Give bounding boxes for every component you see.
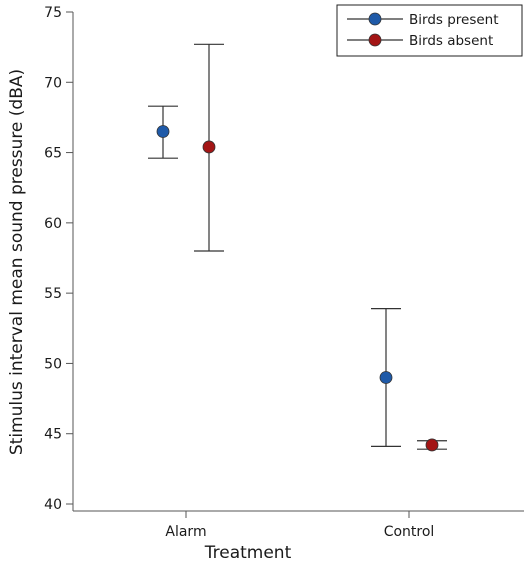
x-tick-label: Alarm [165, 524, 206, 540]
y-tick-label: 40 [44, 497, 62, 513]
legend-box [336, 4, 523, 57]
legend: Birds present Birds absent [336, 4, 523, 57]
legend-marker [368, 33, 382, 47]
y-tick-label: 45 [44, 427, 62, 443]
data-point [156, 125, 170, 138]
data-point [425, 438, 439, 452]
y-tick-label: 70 [44, 75, 62, 91]
legend-label: Birds absent [409, 33, 493, 49]
y-tick-label: 60 [44, 216, 62, 232]
y-axis-title: Stimulus interval mean sound pressure (d… [7, 69, 27, 455]
legend-label: Birds present [409, 12, 499, 28]
legend-marker [368, 12, 382, 26]
data-marks [148, 43, 447, 452]
data-point [379, 371, 393, 384]
y-axis-ticks: 40 45 50 55 60 65 70 75 [44, 5, 73, 513]
y-tick-label: 55 [44, 286, 62, 302]
plot-frame [72, 12, 524, 512]
data-point [202, 140, 216, 154]
y-tick-label: 50 [44, 356, 62, 372]
x-tick-label: Control [384, 524, 435, 540]
y-tick-label: 65 [44, 146, 62, 162]
y-tick-label: 75 [44, 5, 62, 21]
x-axis-title: Treatment [204, 543, 292, 563]
x-axis-ticks: Alarm Control [165, 511, 434, 540]
